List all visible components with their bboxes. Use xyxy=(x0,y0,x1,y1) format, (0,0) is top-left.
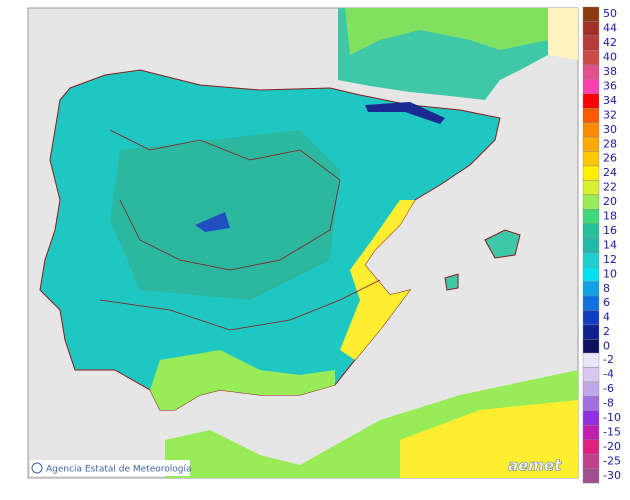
legend-swatch xyxy=(582,180,600,196)
legend: 5044424038363432302826242220181614121086… xyxy=(582,6,621,484)
legend-swatch xyxy=(582,209,600,224)
legend-label: -4 xyxy=(603,368,614,381)
legend-label: 50 xyxy=(603,7,617,20)
legend-label: 30 xyxy=(603,123,617,136)
legend-label: 26 xyxy=(603,152,617,165)
legend-label: 40 xyxy=(603,51,617,64)
legend-swatch xyxy=(582,352,600,368)
legend-label: -25 xyxy=(603,454,621,467)
legend-label: -30 xyxy=(603,469,621,482)
legend-swatch xyxy=(582,165,600,181)
legend-swatch xyxy=(582,410,600,426)
legend-swatch xyxy=(582,50,600,65)
legend-swatch xyxy=(582,194,600,210)
legend-swatch xyxy=(582,396,600,412)
ibiza xyxy=(444,273,459,291)
legend-swatch xyxy=(582,281,600,297)
legend-swatch xyxy=(582,310,600,326)
legend-swatch xyxy=(582,79,600,94)
legend-label: 44 xyxy=(603,22,617,35)
legend-swatch xyxy=(582,367,600,383)
legend-label: -15 xyxy=(603,425,621,438)
legend-label: -6 xyxy=(603,382,614,395)
legend-label: 16 xyxy=(603,224,617,237)
legend-label: 18 xyxy=(603,210,617,223)
credit-box xyxy=(30,460,190,476)
legend-swatch xyxy=(582,64,600,80)
legend-label: 12 xyxy=(603,253,617,266)
logo: aemet xyxy=(508,457,562,475)
legend-swatch xyxy=(582,295,600,311)
legend-label: 36 xyxy=(603,79,617,92)
france-north xyxy=(345,8,548,55)
legend-swatch xyxy=(582,453,600,469)
legend-label: 8 xyxy=(603,282,610,295)
legend-swatch xyxy=(582,439,600,455)
legend-label: 24 xyxy=(603,166,617,179)
legend-swatch xyxy=(582,122,600,138)
legend-label: 2 xyxy=(603,325,610,338)
legend-label: -8 xyxy=(603,397,614,410)
legend-label: 38 xyxy=(603,65,617,78)
legend-swatch xyxy=(582,93,600,109)
legend-label: -10 xyxy=(603,411,621,424)
legend-label: 42 xyxy=(603,36,617,49)
legend-label: 28 xyxy=(603,137,617,150)
legend-label: 14 xyxy=(603,238,617,251)
legend-swatch xyxy=(582,237,600,253)
mallorca xyxy=(484,229,521,259)
legend-swatch xyxy=(582,151,600,167)
map xyxy=(39,8,578,478)
copyright-icon xyxy=(31,462,43,474)
legend-label: 6 xyxy=(603,296,610,309)
legend-swatch xyxy=(582,6,600,22)
legend-label: 10 xyxy=(603,267,617,280)
legend-swatch xyxy=(582,425,600,440)
legend-swatch xyxy=(582,223,600,239)
legend-label: 22 xyxy=(603,181,617,194)
east-coast xyxy=(340,200,415,360)
pyrenees xyxy=(365,102,445,124)
legend-label: -2 xyxy=(603,353,614,366)
mountains xyxy=(195,212,230,232)
africa-interior xyxy=(400,400,578,478)
legend-label: 34 xyxy=(603,94,617,107)
legend-label: 4 xyxy=(603,311,610,324)
legend-label: 32 xyxy=(603,108,617,121)
legend-swatch xyxy=(582,252,600,268)
legend-swatch xyxy=(582,381,600,397)
legend-label: -20 xyxy=(603,440,621,453)
legend-label: 0 xyxy=(603,340,610,353)
legend-swatch xyxy=(582,136,600,152)
legend-swatch xyxy=(582,324,600,340)
legend-swatch xyxy=(582,21,600,37)
legend-swatch xyxy=(582,339,600,355)
legend-swatch xyxy=(582,107,600,123)
borders xyxy=(109,129,341,271)
alps xyxy=(548,8,578,60)
legend-label: 20 xyxy=(603,195,617,208)
legend-swatch xyxy=(582,468,600,484)
south-coast xyxy=(150,350,335,410)
legend-swatch xyxy=(582,35,600,51)
credit: Agencia Estatal de Meteorología xyxy=(46,465,192,475)
legend-swatch xyxy=(582,266,600,282)
borders xyxy=(99,279,381,331)
